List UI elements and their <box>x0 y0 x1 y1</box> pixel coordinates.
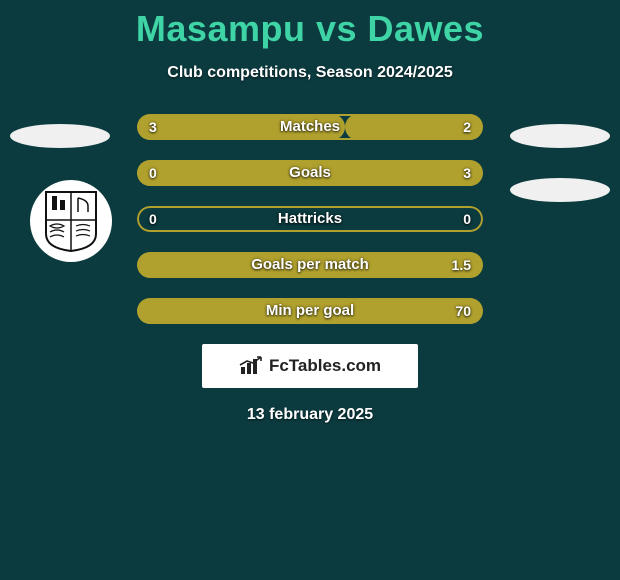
stat-value-right: 3 <box>463 160 471 186</box>
player-right-oval-1 <box>510 124 610 148</box>
brand-box: FcTables.com <box>202 344 418 388</box>
stat-value-right: 2 <box>463 114 471 140</box>
stat-label: Goals per match <box>137 252 483 278</box>
stat-rows: 3Matches20Goals30Hattricks0Goals per mat… <box>137 114 483 324</box>
brand-text: FcTables.com <box>269 356 381 376</box>
stat-row-matches: 3Matches2 <box>137 114 483 140</box>
stat-row-mpg: Min per goal70 <box>137 298 483 324</box>
club-badge-left <box>30 180 112 262</box>
stat-label: Goals <box>137 160 483 186</box>
stat-row-gpm: Goals per match1.5 <box>137 252 483 278</box>
shield-icon <box>42 190 100 252</box>
stat-label: Hattricks <box>137 206 483 232</box>
chart-icon <box>239 356 263 376</box>
stat-value-right: 70 <box>455 298 471 324</box>
stat-row-goals: 0Goals3 <box>137 160 483 186</box>
stat-label: Matches <box>137 114 483 140</box>
stat-row-hattricks: 0Hattricks0 <box>137 206 483 232</box>
stat-label: Min per goal <box>137 298 483 324</box>
player-right-oval-2 <box>510 178 610 202</box>
page-title: Masampu vs Dawes <box>0 0 620 50</box>
subtitle: Club competitions, Season 2024/2025 <box>0 64 620 82</box>
player-left-oval <box>10 124 110 148</box>
stat-value-right: 0 <box>463 206 471 232</box>
stat-value-right: 1.5 <box>452 252 471 278</box>
date-text: 13 february 2025 <box>0 406 620 424</box>
